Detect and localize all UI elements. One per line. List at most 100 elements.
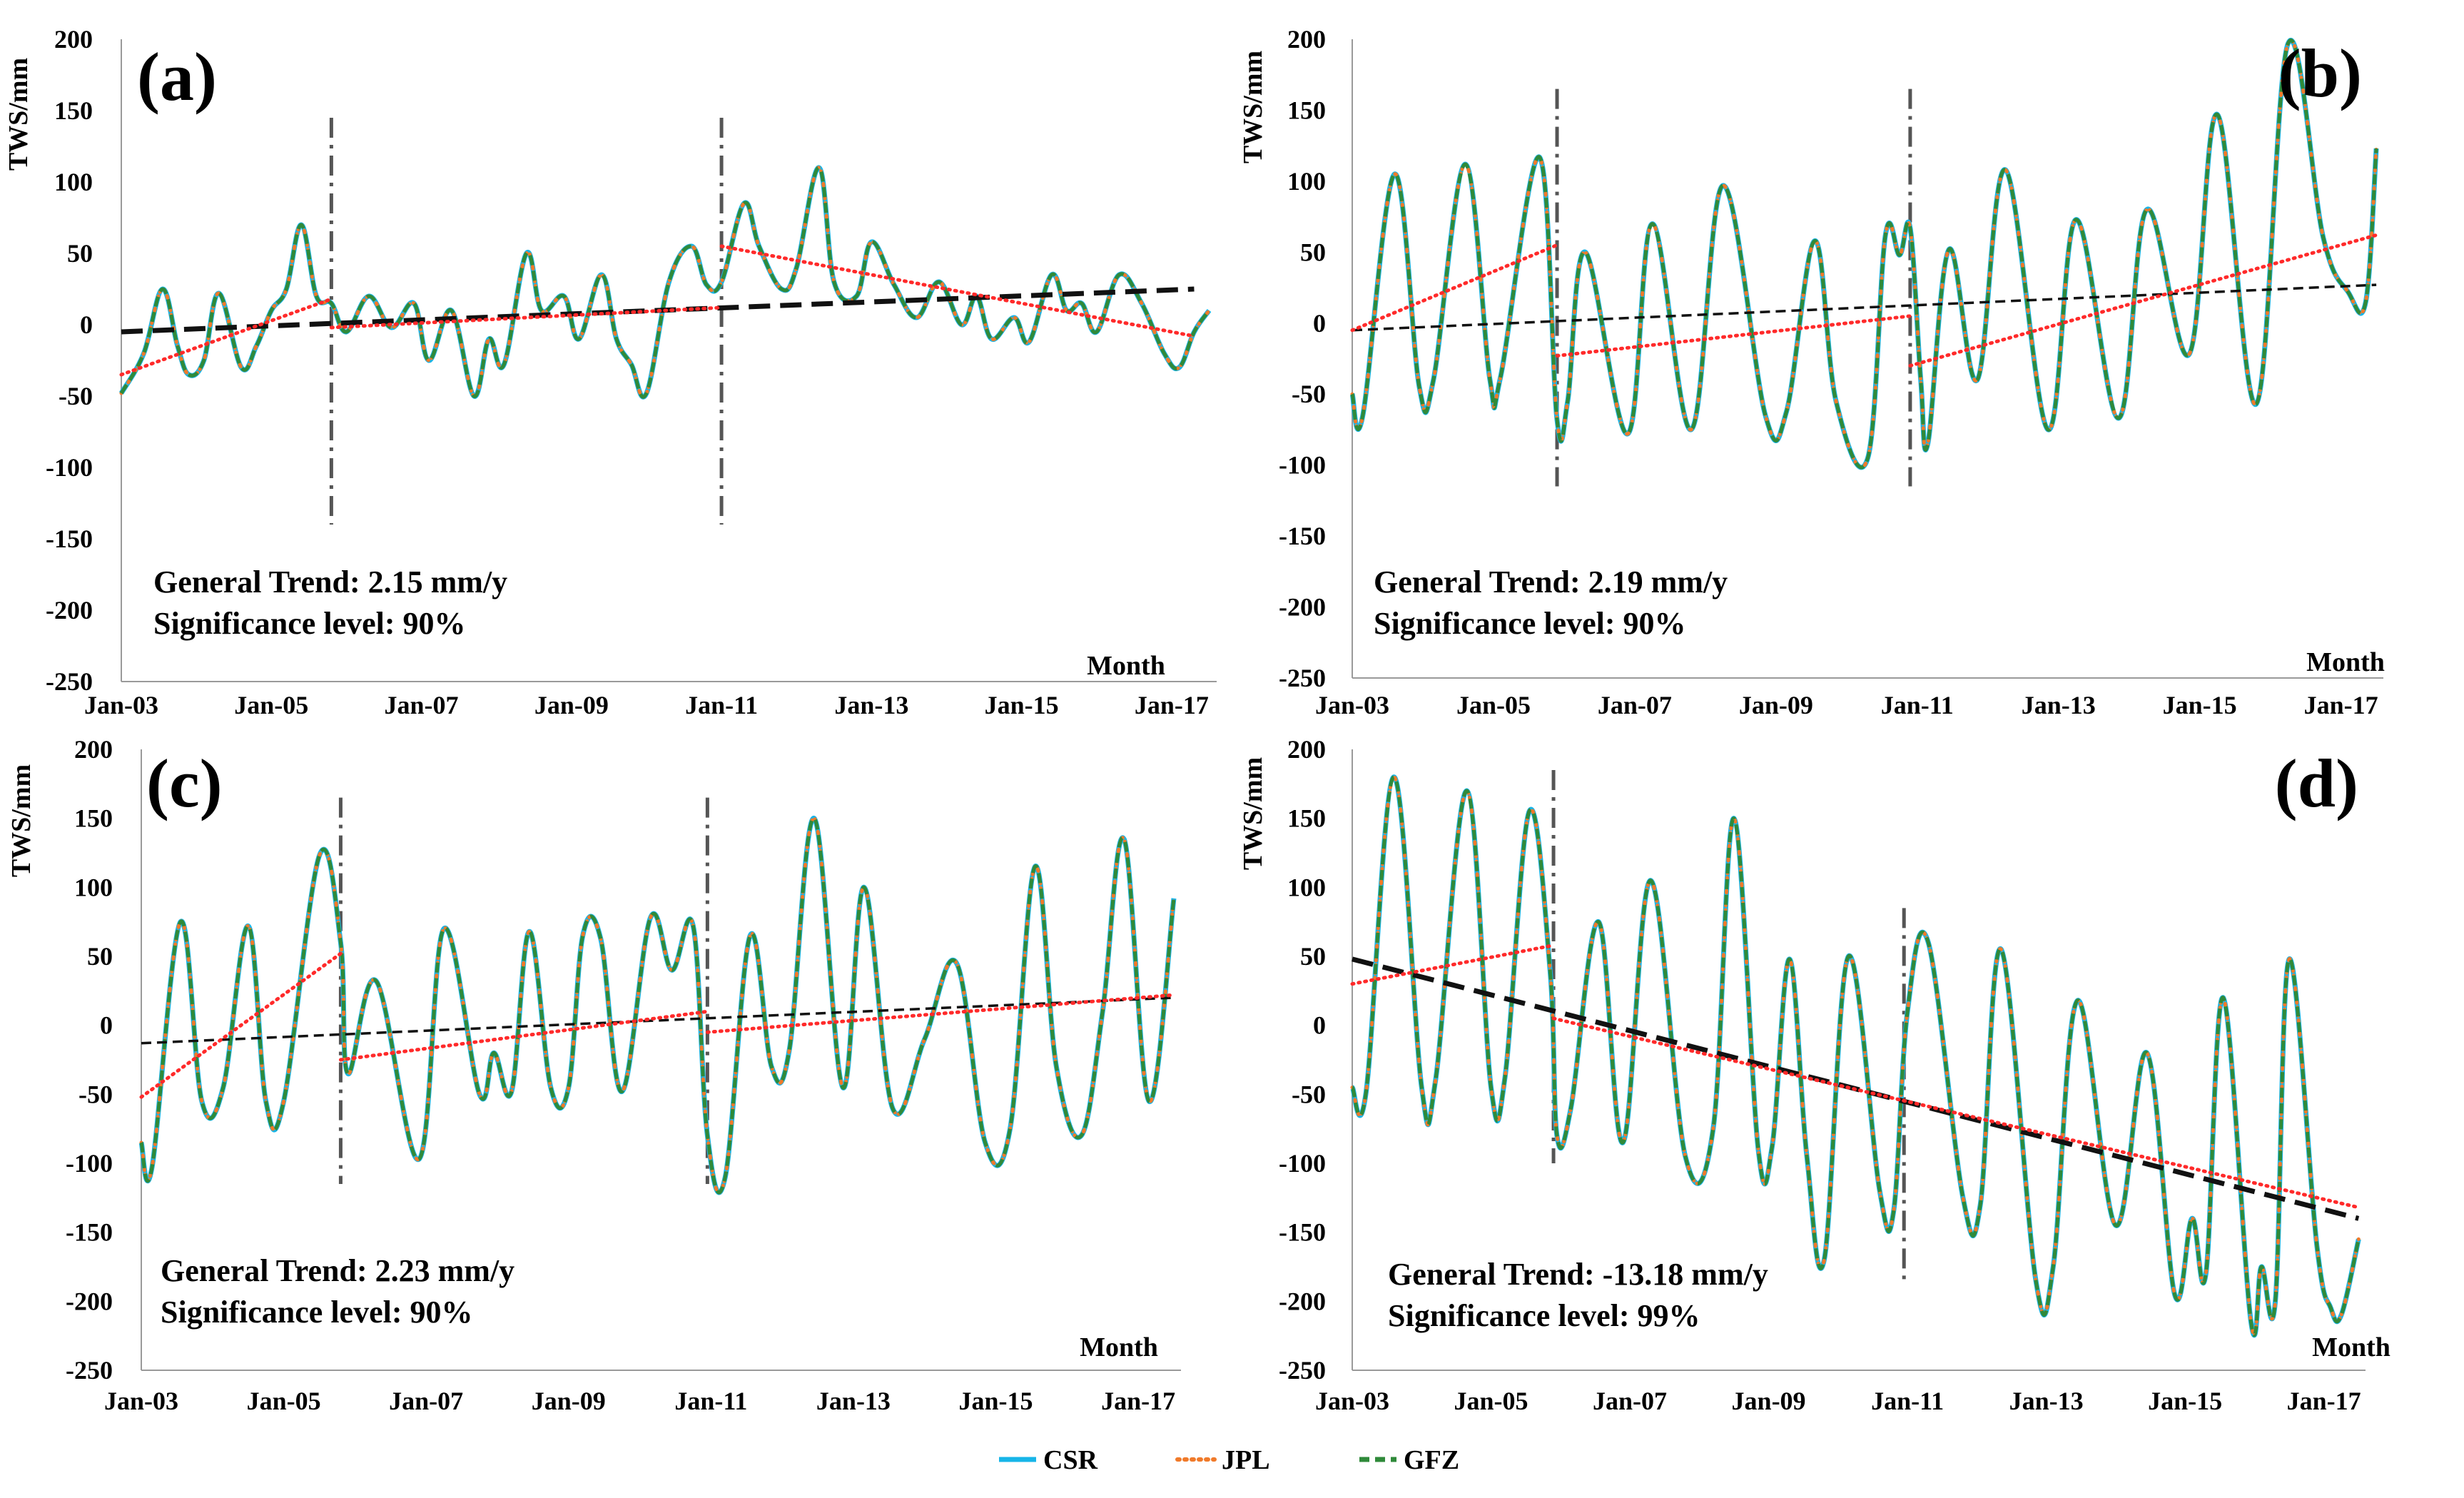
legend-label-jpl: JPL: [1222, 1445, 1270, 1475]
x-tick-label: Jan-09: [1732, 1387, 1806, 1415]
x-tick-label: Jan-03: [104, 1387, 178, 1415]
x-axis-label: Month: [1087, 651, 1165, 681]
x-tick-label: Jan-11: [1881, 691, 1954, 719]
significance-annotation: Significance level: 90%: [161, 1295, 473, 1330]
general-trend-annotation: General Trend: 2.15 mm/y: [153, 565, 507, 599]
x-tick-label: Jan-03: [1315, 1387, 1389, 1415]
x-tick-label: Jan-07: [389, 1387, 463, 1415]
x-tick-label: Jan-15: [985, 691, 1059, 719]
panel-label: (c): [146, 745, 223, 821]
series-gfz-line: [1350, 39, 2378, 470]
y-tick-label: -100: [1279, 1149, 1326, 1178]
y-tick-label: -150: [46, 525, 93, 553]
series-jpl-line: [119, 166, 1211, 399]
x-tick-label: Jan-05: [247, 1387, 321, 1415]
series-jpl-line: [1350, 39, 2378, 470]
x-tick-label: Jan-13: [2022, 691, 2096, 719]
y-tick-label: 0: [1313, 309, 1326, 338]
x-tick-label: Jan-03: [1315, 691, 1389, 719]
y-tick-label: 150: [1287, 804, 1326, 833]
y-tick-label: 150: [74, 804, 113, 833]
segment-trend-line: [329, 305, 724, 330]
y-tick-label: -150: [66, 1218, 113, 1247]
x-tick-label: Jan-09: [1739, 691, 1813, 719]
y-tick-label: 0: [80, 310, 93, 339]
x-axis-label: Month: [1080, 1332, 1158, 1362]
segment-trend-line: [139, 951, 343, 1099]
legend-label-gfz: GFZ: [1404, 1445, 1459, 1475]
y-tick-label: 200: [54, 25, 93, 54]
y-tick-label: -250: [66, 1356, 113, 1385]
x-tick-label: Jan-11: [685, 691, 758, 719]
general-trend-annotation: General Trend: 2.19 mm/y: [1374, 565, 1728, 599]
y-tick-label: -200: [1279, 593, 1326, 622]
y-tick-label: -50: [1292, 380, 1326, 408]
y-tick-label: 0: [1313, 1011, 1326, 1040]
y-tick-label: 200: [1287, 735, 1326, 764]
significance-annotation: Significance level: 99%: [1388, 1298, 1700, 1333]
x-axis-label: Month: [2312, 1332, 2391, 1362]
y-axis-label: TWS/mm: [6, 764, 36, 877]
legend: CSR JPL GFZ: [999, 1445, 1459, 1475]
y-axis-label: TWS/mm: [1238, 51, 1268, 163]
panel-label: (b): [2278, 35, 2362, 111]
x-tick-label: Jan-13: [816, 1387, 891, 1415]
y-tick-label: 50: [1300, 942, 1326, 971]
x-tick-label: Jan-15: [959, 1387, 1033, 1415]
y-tick-label: 100: [74, 873, 113, 901]
y-tick-label: 200: [1287, 25, 1326, 54]
series-gfz-line: [139, 816, 1176, 1195]
y-tick-label: -150: [1279, 1218, 1326, 1247]
y-tick-label: -200: [66, 1287, 113, 1315]
x-tick-label: Jan-03: [84, 691, 158, 719]
y-tick-label: -250: [1279, 1356, 1326, 1385]
y-tick-label: -100: [66, 1149, 113, 1178]
x-tick-label: Jan-05: [1454, 1387, 1528, 1415]
series-csr-line: [1349, 38, 2379, 470]
y-tick-label: -250: [1279, 664, 1326, 692]
y-tick-label: 150: [1287, 96, 1326, 124]
x-tick-label: Jan-17: [2287, 1387, 2361, 1415]
general-trend-annotation: General Trend: -13.18 mm/y: [1388, 1257, 1768, 1292]
y-tick-label: -200: [46, 596, 93, 624]
y-tick-label: -250: [46, 667, 93, 696]
y-axis-label: TWS/mm: [1238, 757, 1268, 870]
x-tick-label: Jan-07: [1598, 691, 1672, 719]
segment-trend-line: [119, 297, 333, 377]
segment-trend-line: [705, 993, 1176, 1034]
segment-trend-line: [1350, 943, 1556, 986]
y-tick-label: 50: [1300, 238, 1326, 266]
x-tick-label: Jan-13: [834, 691, 908, 719]
x-tick-label: Jan-15: [2148, 1387, 2222, 1415]
y-tick-label: 100: [1287, 873, 1326, 901]
segment-trend-line: [1551, 1016, 2361, 1210]
x-tick-label: Jan-17: [2304, 691, 2378, 719]
x-tick-label: Jan-15: [2163, 691, 2237, 719]
y-tick-label: -50: [59, 382, 93, 410]
x-axis-label: Month: [2306, 647, 2385, 677]
x-tick-label: Jan-07: [1593, 1387, 1667, 1415]
y-tick-label: 100: [1287, 167, 1326, 196]
x-tick-label: Jan-13: [2009, 1387, 2084, 1415]
segment-trend-line: [1350, 243, 1559, 333]
y-tick-label: -50: [1292, 1080, 1326, 1108]
x-tick-label: Jan-11: [1871, 1387, 1944, 1415]
legend-label-csr: CSR: [1043, 1445, 1098, 1475]
y-tick-label: 50: [67, 239, 93, 268]
x-tick-label: Jan-09: [534, 691, 609, 719]
y-tick-label: -50: [78, 1080, 113, 1108]
segment-trend-line: [719, 244, 1196, 338]
y-tick-label: 0: [100, 1011, 113, 1040]
segment-trend-line: [1555, 314, 1912, 358]
series-gfz-line: [119, 166, 1211, 399]
y-axis-label: TWS/mm: [4, 58, 34, 171]
y-tick-label: 200: [74, 735, 113, 764]
series-gfz-line: [1350, 775, 2361, 1337]
x-tick-label: Jan-07: [385, 691, 459, 719]
y-tick-label: -100: [46, 453, 93, 482]
